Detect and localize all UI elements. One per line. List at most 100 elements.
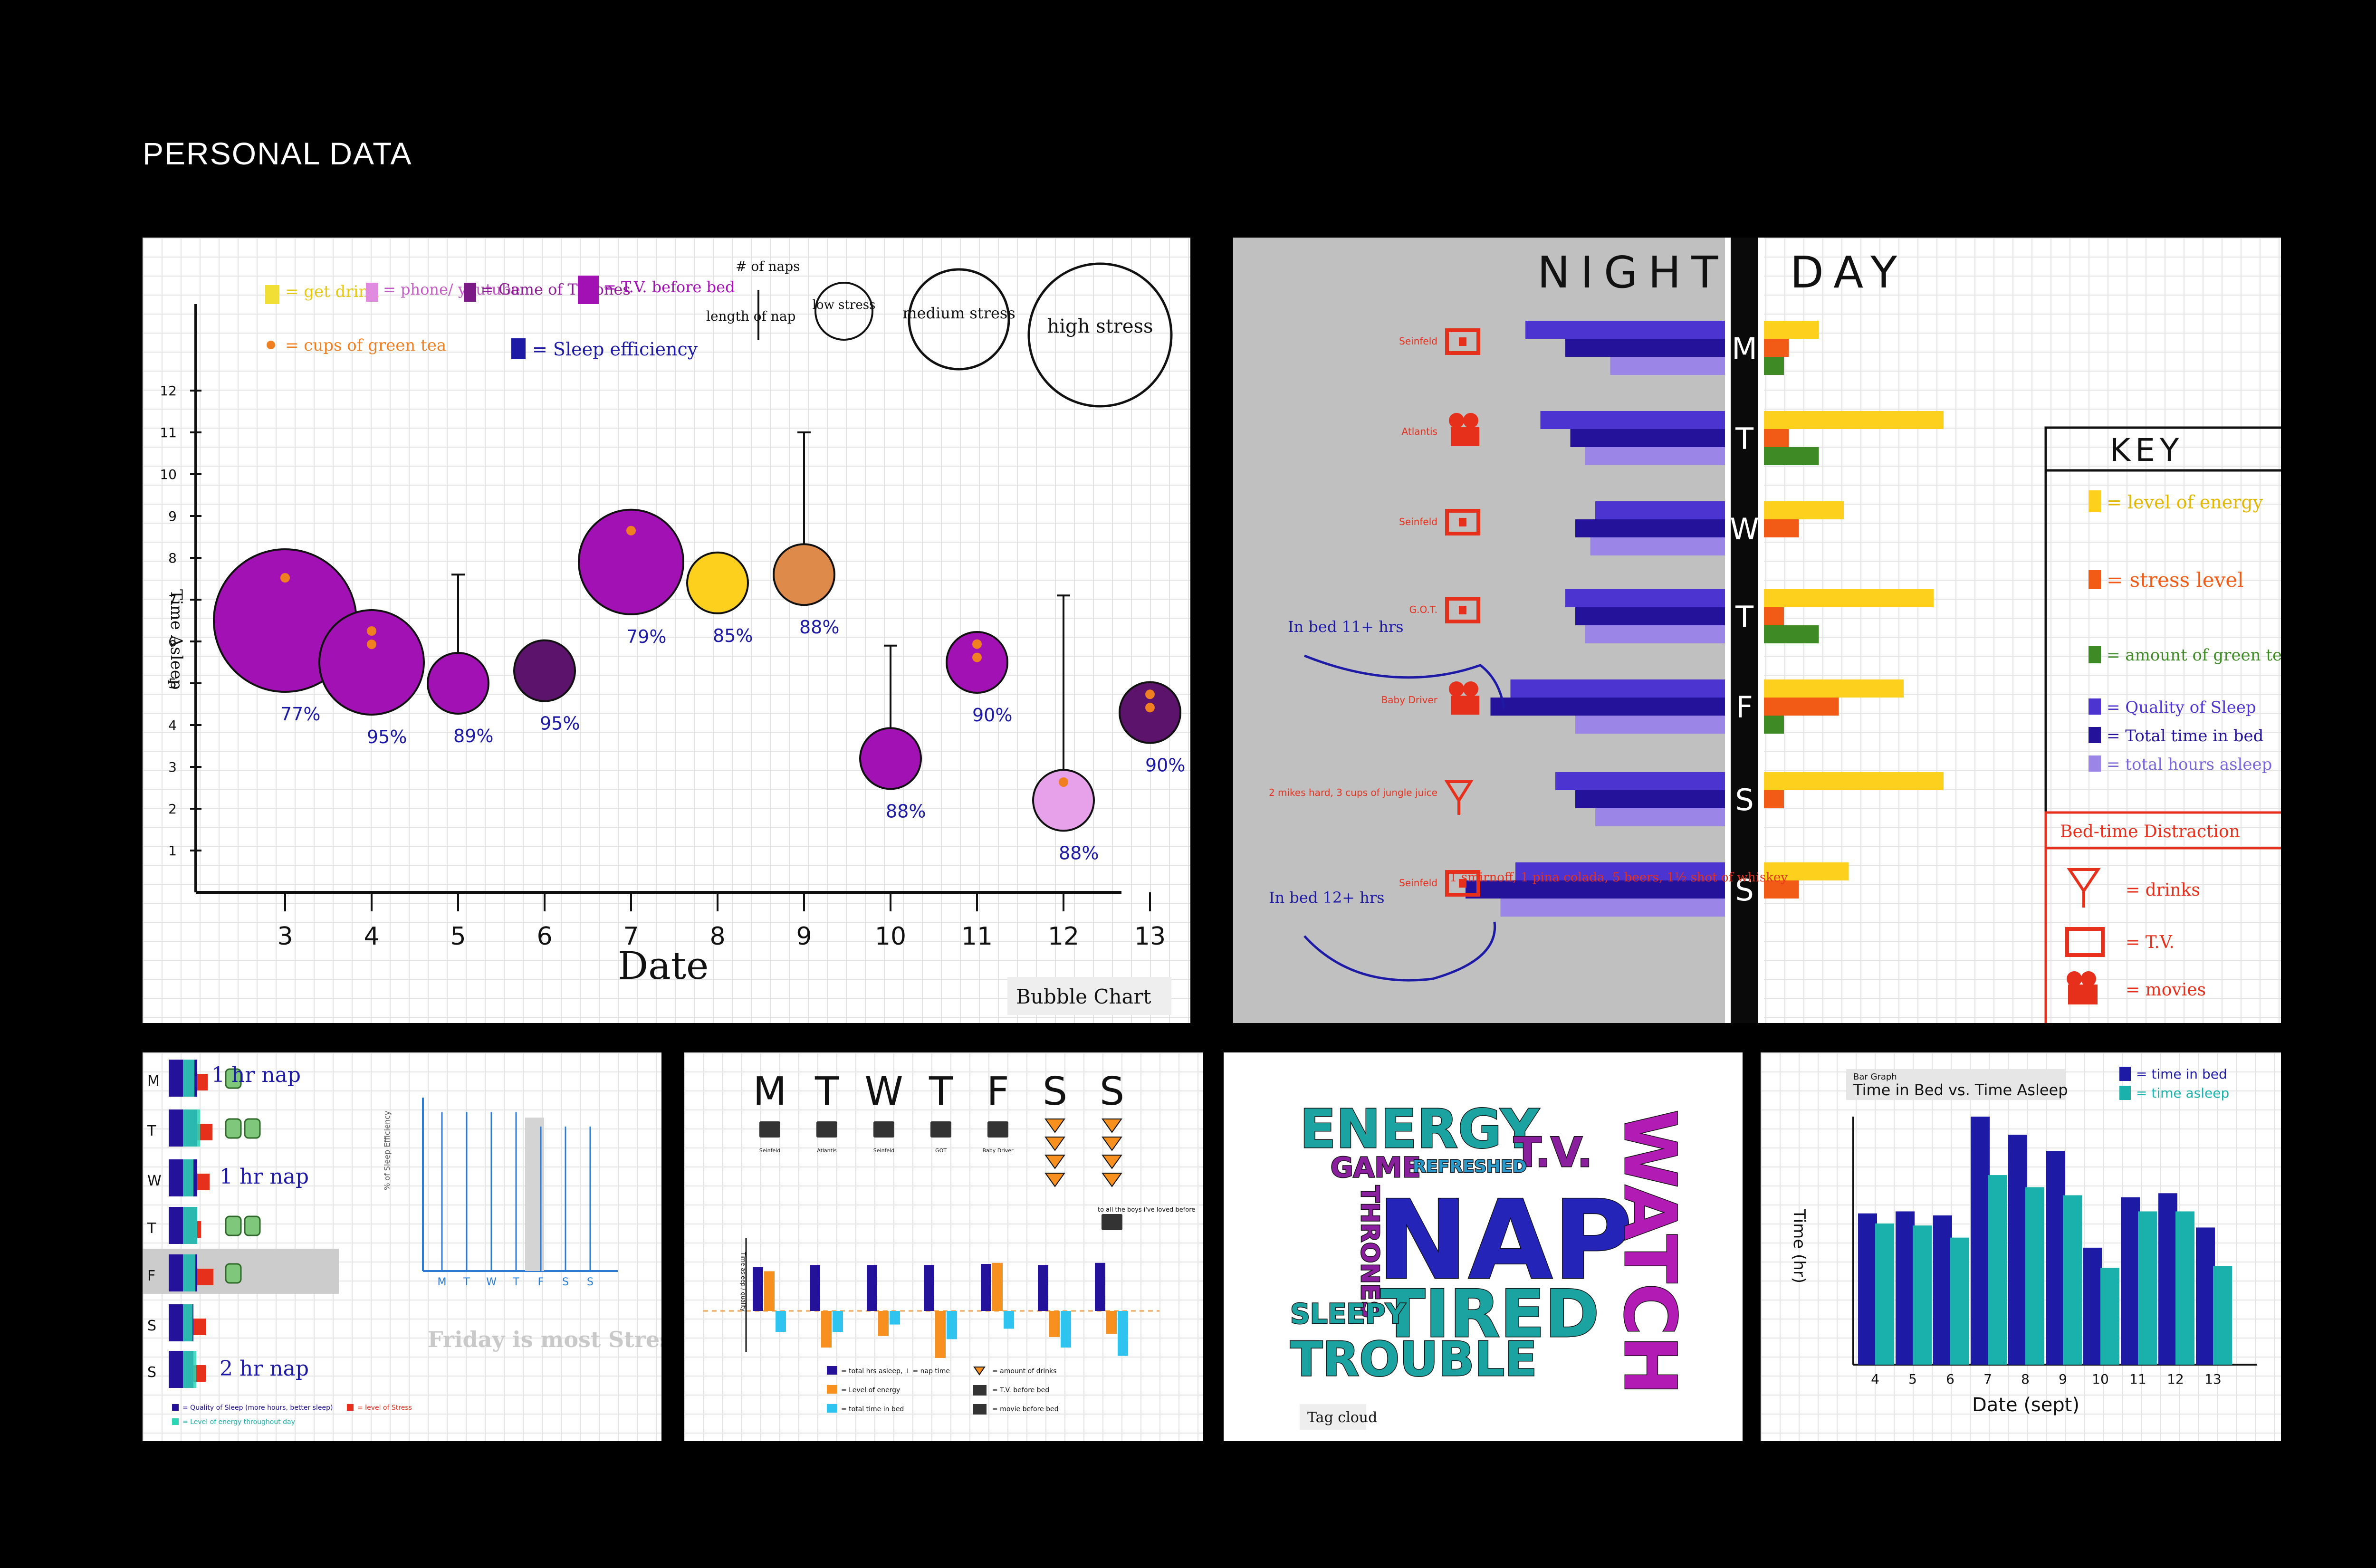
bubble-11: [946, 631, 1008, 694]
x-tick-label: 13: [1134, 922, 1166, 951]
weekday-legend-icons: [973, 1367, 987, 1415]
night-day-bars: M Seinfeld T Atlantis W Seinfeld T G.O.T. F Baby …: [1269, 321, 1944, 917]
y-axis-label: Time Asleep: [167, 589, 186, 690]
night-bar-2: [1500, 899, 1725, 917]
day-bar-1: [1764, 607, 1784, 625]
night-label: 2 mikes hard, 3 cups of jungle juice: [1269, 787, 1437, 798]
bar-time-asleep: [2175, 1211, 2194, 1365]
drink-icon: [1044, 1137, 1065, 1151]
x-tick-label: 12: [2167, 1371, 2184, 1387]
night-bar-0: [1525, 321, 1725, 339]
bar-time-asleep: [1988, 1175, 2007, 1365]
tea-cup-icon: [244, 1215, 261, 1236]
medium-stress-label: medium stress: [902, 304, 1015, 322]
stress-bar: [197, 1174, 210, 1190]
stress-bar: [197, 1074, 208, 1090]
y-tick-label: 5: [168, 676, 177, 691]
movie-icon: [987, 1121, 1008, 1138]
efficiency-label: 88%: [799, 617, 839, 638]
annotation-in-bed-11: In bed 11+ hrs: [1288, 618, 1404, 636]
distraction-drinks: = drinks: [2126, 880, 2200, 900]
energy-bar: [183, 1207, 197, 1244]
drink-swatch: [265, 285, 279, 304]
night-bar-2: [1575, 716, 1725, 734]
mini-day-label: W: [486, 1276, 497, 1288]
energy-bar: [183, 1254, 195, 1291]
day-bar-0: [1764, 862, 1849, 880]
day-letter: S: [147, 1364, 156, 1381]
legend-get-drink: = get drink: [285, 282, 379, 301]
nap-legend-energy: = Level of energy throughout day: [182, 1418, 295, 1426]
wk-legend-total: = total hrs asleep, ⊥ = nap time: [841, 1367, 950, 1375]
tea-dot: [367, 626, 376, 636]
movie-icon: [816, 1121, 837, 1138]
wk-legend-tv: = T.V. before bed: [992, 1386, 1049, 1394]
tag-sleepy: SLEEPY: [1290, 1298, 1406, 1330]
bar-time-asleep: [2213, 1266, 2232, 1365]
energy-bar: [183, 1159, 193, 1196]
x-tick-label: 9: [2059, 1371, 2067, 1387]
tv-swatch: [578, 276, 599, 304]
caption-bg: [1007, 977, 1171, 1015]
tea-dot: [972, 639, 982, 649]
bubble-caption: Bubble Chart: [1016, 985, 1151, 1008]
tag-cloud-caption: Tag cloud: [1307, 1409, 1377, 1426]
icon-label: GOT: [935, 1147, 947, 1154]
day-letter: F: [147, 1268, 155, 1284]
bar-time-asleep: [2025, 1187, 2044, 1365]
mini-day-label: S: [562, 1276, 569, 1288]
mini-day-label: M: [438, 1276, 447, 1288]
nap-chart: M T W T F S S 1 hr nap 1 hr nap 2 hr nap % of …: [143, 1060, 661, 1426]
weekday-bar-0: [867, 1265, 877, 1311]
distraction-movies: = movies: [2126, 980, 2206, 1000]
tag-refreshed: REFRESHED: [1413, 1157, 1527, 1176]
legend-phone-youtube: = phone/ youtube: [383, 280, 520, 298]
weekday-letter: S: [1100, 1069, 1124, 1114]
page-title: PERSONAL DATA: [143, 136, 412, 171]
movie-icon: [1463, 413, 1478, 428]
tv-icon: [2065, 927, 2105, 957]
bubble-12: [1032, 769, 1095, 832]
weekday-axis-label: Time asleep / quality: [740, 1252, 747, 1311]
x-tick-label: 5: [1908, 1371, 1917, 1387]
weekday-bar-2: [776, 1311, 786, 1332]
bubble-7: [578, 508, 684, 615]
day-bar-0: [1764, 411, 1944, 429]
weekday-letter: T: [814, 1069, 839, 1114]
x-tick-label: 8: [709, 922, 725, 951]
weekday-bar-2: [1061, 1311, 1071, 1348]
bubble-chart: = get drink = phone/ youtube = Game of T…: [160, 258, 1185, 1015]
medium-stress-circle: [908, 268, 1010, 371]
bubble-5: [427, 652, 489, 715]
bar-time-in-bed: [1933, 1215, 1952, 1365]
drink-icon: [1444, 780, 1474, 803]
distraction-title: Bed-time Distraction: [2060, 822, 2240, 841]
x-tick-label: 6: [1946, 1371, 1954, 1387]
bar-graph-bars: 4 5 6 7 8 9 10 11 12 13: [1858, 1117, 2232, 1387]
night-day-chart: NIGHT DAY M Seinfeld T Atlantis W Seinfeld T G.…: [1233, 238, 2281, 1023]
weekday-bar-2: [833, 1311, 843, 1332]
tv-icon: [930, 1121, 951, 1138]
night-bar-1: [1490, 698, 1725, 716]
icon-label: Seinfeld: [873, 1147, 894, 1154]
weekday-letter: W: [864, 1069, 903, 1114]
arrow-sunday: [1303, 921, 1496, 982]
weekday-bar-1: [992, 1262, 1003, 1311]
night-title: NIGHT: [1537, 247, 1729, 298]
wk-legend-movie: = movie before bed: [992, 1405, 1059, 1413]
bar-time-in-bed: [2083, 1247, 2102, 1365]
x-tick-label: 7: [1983, 1371, 1992, 1387]
weekday-bar-1: [821, 1311, 832, 1348]
tea-dot: [1059, 777, 1068, 787]
annotation-in-bed-12: In bed 12+ hrs: [1269, 889, 1385, 907]
high-stress-label: high stress: [1047, 316, 1153, 337]
friday-note: Friday is most Stressful day: [428, 1327, 661, 1352]
tv-icon: [1445, 597, 1480, 623]
day-bar-1: [1764, 519, 1799, 537]
tag-cloud: ENERGY T.V. GAME REFRESHED THRONES NAP W…: [1290, 1098, 1692, 1430]
x-tick-label: 4: [364, 922, 379, 951]
bar-graph-panel: Bar Graph Time in Bed vs. Time Asleep = …: [1761, 1052, 2281, 1441]
day-letter: M: [1732, 331, 1757, 366]
